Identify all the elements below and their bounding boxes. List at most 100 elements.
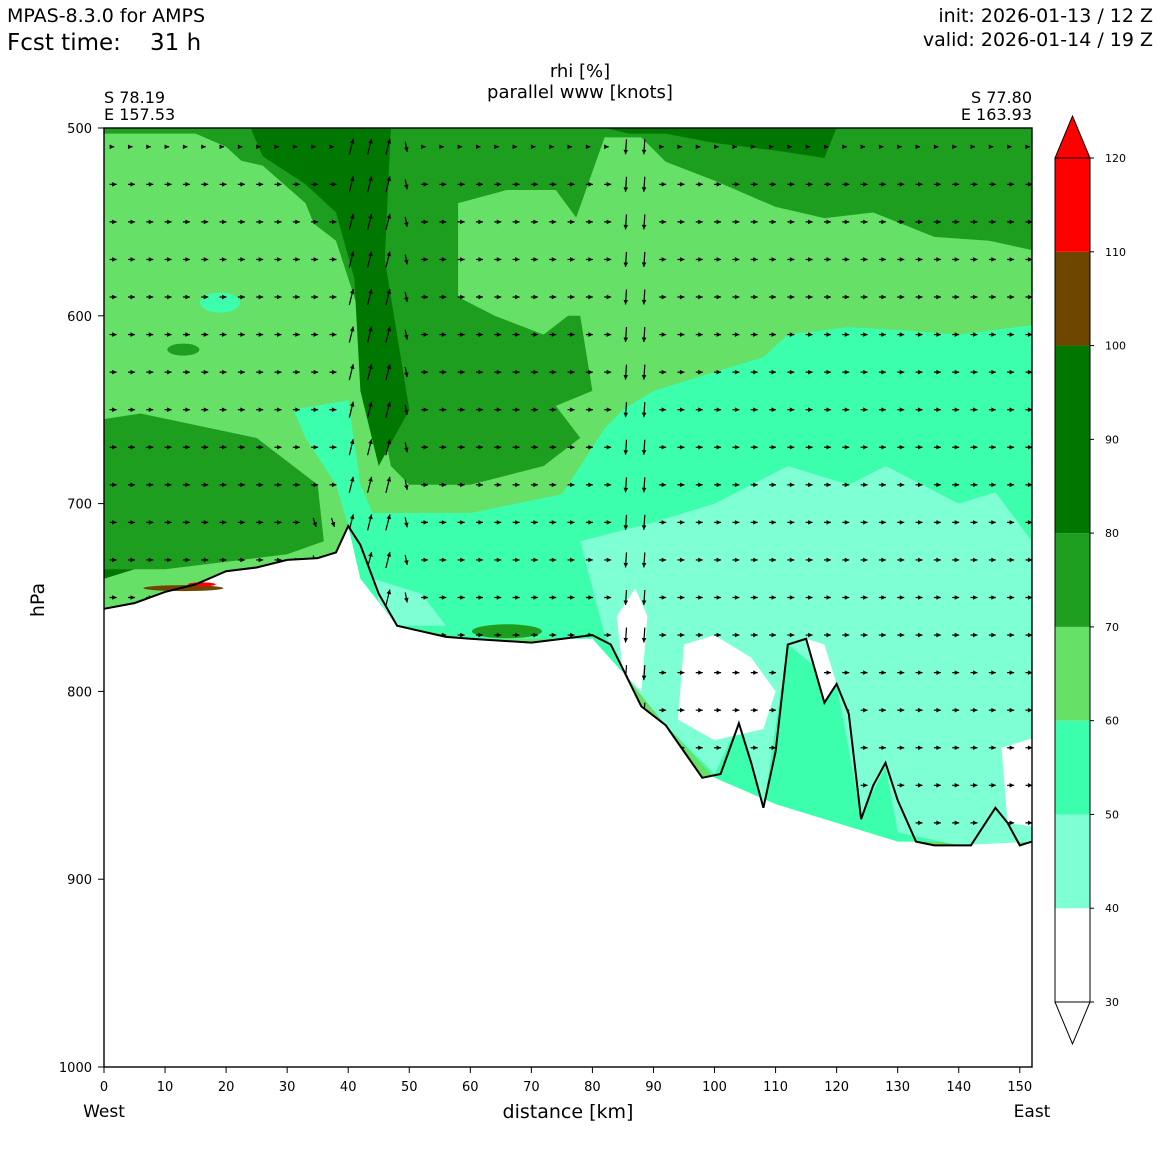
wind-vector-head [606, 632, 612, 638]
wind-vector-head [368, 138, 373, 144]
wind-vector-head [441, 294, 447, 300]
wind-vector-head [549, 144, 554, 150]
wind-vector-head [606, 707, 612, 713]
wind-vector-head [606, 820, 612, 826]
wind-vector-head [185, 482, 190, 488]
wind-vector-head [551, 670, 557, 675]
wind-vector-head [973, 257, 978, 262]
wind-vector-head [515, 783, 520, 788]
wind-vector-head [386, 664, 392, 670]
wind-vector-head [515, 670, 520, 675]
wind-vector-head [441, 557, 447, 563]
model-title: MPAS-8.3.0 for AMPS [7, 5, 206, 27]
wind-vector-head [570, 520, 575, 525]
wind-vector-head [460, 783, 465, 788]
wind-vector-head [899, 369, 905, 375]
wind-vector-head [185, 745, 190, 751]
wind-vector-head [130, 444, 135, 450]
wind-vector-head [753, 369, 758, 375]
x-tick-label: 90 [645, 1080, 662, 1095]
wind-vector-head [570, 257, 575, 262]
x-tick-label: 70 [523, 1080, 540, 1095]
wind-vector-head [863, 332, 868, 337]
wind-vector-head [295, 707, 300, 713]
wind-vector-head [1027, 557, 1032, 563]
wind-vector-head [661, 332, 667, 337]
wind-vector-head [808, 520, 813, 525]
wind-vector-head [258, 369, 264, 375]
wind-vector-head [258, 257, 264, 262]
wind-vector-head [551, 595, 557, 600]
wind-vector-head [533, 257, 538, 262]
wind-vector-head [312, 822, 317, 828]
wind-vector-head [127, 144, 133, 150]
wind-vector-head [478, 407, 483, 412]
rhi-surface-green [471, 624, 542, 639]
wind-vector-head [570, 707, 575, 713]
wind-vector-head [679, 444, 685, 450]
wind-vector-head [496, 219, 502, 225]
wind-vector-head [167, 557, 172, 563]
wind-vector-head [295, 219, 300, 225]
wind-vector-head [203, 820, 209, 826]
wind-vector-head [973, 444, 978, 450]
wind-vector-head [863, 182, 868, 187]
wind-vector-head [551, 482, 557, 488]
wind-vector-head [716, 520, 722, 525]
wind-vector-head [734, 444, 740, 450]
wind-vector-head [641, 299, 647, 305]
wind-vector-head [386, 364, 392, 370]
wind-vector-head [148, 820, 154, 826]
wind-vector-head [368, 326, 373, 332]
wind-vector-head [1027, 407, 1032, 412]
wind-vector-head [936, 332, 941, 337]
wind-vector-head [478, 257, 483, 262]
wind-vector-head [698, 219, 703, 225]
wind-vector-head [936, 294, 941, 300]
wind-vector-head [203, 632, 209, 638]
wind-vector-head [130, 670, 135, 675]
wind-vector-head [441, 670, 447, 675]
wind-vector-head [753, 745, 758, 751]
wind-vector-head [515, 707, 520, 713]
wind-vector-head [918, 557, 923, 563]
wind-vector-head [771, 332, 777, 337]
colorbar-tick-label: 50 [1105, 808, 1119, 821]
wind-vector-head [641, 825, 647, 831]
wind-vector-head [258, 332, 264, 337]
wind-vector-head [844, 595, 850, 600]
wind-vector-head [423, 783, 429, 788]
wind-vector-head [661, 294, 667, 300]
wind-vector-head [679, 783, 685, 788]
wind-vector-head [661, 745, 667, 751]
y-axis-label: hPa [27, 583, 49, 617]
wind-vector-head [222, 182, 227, 187]
wind-vector-head [349, 814, 355, 820]
wind-vector-head [753, 520, 758, 525]
wind-vector-shaft [312, 780, 317, 790]
wind-vector-head [878, 144, 884, 150]
wind-vector-head [313, 444, 319, 450]
rhi-region-30-d [1001, 738, 1032, 827]
wind-vector-head [423, 820, 429, 826]
wind-vector-shaft [643, 815, 646, 831]
wind-vector-head [991, 783, 996, 788]
wind-vector-head [515, 182, 520, 187]
wind-vector-head [330, 672, 336, 678]
wind-vector-head [277, 595, 282, 600]
wind-vector-head [203, 407, 209, 412]
wind-vector-shaft [330, 555, 336, 565]
wind-vector-head [404, 222, 409, 227]
wind-vector-head [312, 521, 317, 527]
wind-vector-head [936, 670, 941, 675]
wind-vector-head [732, 144, 737, 150]
wind-vector-head [863, 407, 868, 412]
wind-vector-head [623, 187, 629, 192]
wind-vector-head [295, 257, 300, 262]
wind-vector-head [258, 520, 264, 525]
wind-vector-shaft [385, 739, 391, 756]
wind-vector-head [277, 219, 282, 225]
wind-vector-shaft [330, 780, 336, 790]
wind-vector-head [130, 482, 135, 488]
wind-vector-head [679, 257, 685, 262]
